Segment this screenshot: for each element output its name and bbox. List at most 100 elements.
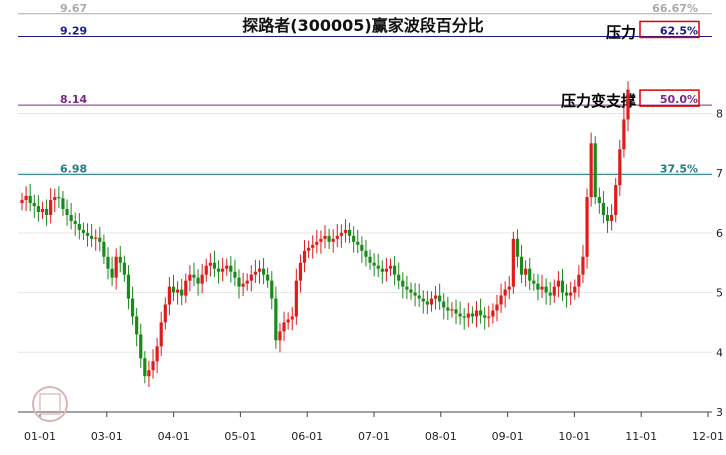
- candlestick-series: [20, 81, 630, 387]
- x-tick-label: 03-01: [91, 430, 123, 443]
- x-tick-label: 05-01: [224, 430, 256, 443]
- candle-body: [167, 286, 172, 305]
- candle-body: [478, 310, 483, 316]
- candle-body: [73, 220, 77, 224]
- watermark-seal-inner: [39, 393, 61, 415]
- candle-body: [327, 235, 331, 242]
- candle-body: [139, 334, 143, 359]
- candle-body: [90, 235, 94, 239]
- candle-body: [433, 295, 438, 299]
- candle-body: [438, 295, 442, 302]
- candle-body: [282, 322, 286, 332]
- candle-body: [544, 286, 548, 293]
- candle-body: [524, 268, 528, 275]
- candle-body: [405, 286, 409, 290]
- x-tick-label: 04-01: [158, 430, 190, 443]
- candle-body: [429, 298, 434, 305]
- candle-body: [470, 313, 475, 317]
- candle-body: [110, 268, 114, 278]
- candle-body: [585, 197, 589, 257]
- level-percent-label: 66.67%: [652, 2, 698, 15]
- candle-body: [32, 203, 36, 207]
- candle-body: [618, 149, 622, 186]
- candle-body: [589, 143, 593, 198]
- candle-body: [184, 280, 188, 296]
- watermark-seal-icon: [32, 386, 68, 422]
- candle-body: [225, 265, 229, 269]
- candle-body: [81, 229, 86, 233]
- level-tag: 压力: [606, 23, 636, 41]
- x-tick-label: 08-01: [425, 430, 457, 443]
- level-price-label: 9.67: [60, 2, 87, 15]
- level-percent-label: 50.0%: [660, 93, 698, 106]
- candle-body: [564, 292, 569, 296]
- candle-body: [270, 280, 274, 299]
- candle-body: [368, 256, 372, 263]
- candle-body: [98, 237, 102, 242]
- candle-body: [28, 195, 32, 204]
- y-tick-label: 5: [716, 287, 723, 300]
- candle-body: [130, 298, 135, 317]
- candle-body: [192, 274, 196, 278]
- candle-body: [221, 268, 225, 272]
- candle-body: [36, 206, 40, 212]
- level-lines: 9.67 66.67% 9.29 62.5% 压力 8.14 50.0% 压力变支撑 6.98 3…: [18, 2, 712, 175]
- candle-body: [577, 274, 581, 287]
- candle-body: [474, 310, 479, 317]
- candle-body: [364, 250, 368, 257]
- chart-title: 探路者(300005)赢家波段百分比: [242, 16, 483, 35]
- candle-body: [605, 214, 610, 221]
- candle-body: [237, 277, 241, 287]
- x-tick-label: 01-01: [24, 430, 56, 443]
- candle-body: [200, 274, 204, 284]
- candle-body: [315, 241, 319, 245]
- candle-body: [122, 262, 126, 275]
- candle-body: [499, 295, 503, 305]
- candle-body: [69, 214, 73, 221]
- candle-body: [65, 209, 69, 215]
- candle-body: [94, 237, 98, 239]
- candle-body: [147, 370, 151, 377]
- level-percent-label: 37.5%: [660, 162, 698, 175]
- candle-body: [53, 197, 57, 201]
- candle-body: [249, 274, 253, 281]
- candle-body: [413, 292, 417, 296]
- candle-body: [597, 197, 601, 204]
- y-tick-label: 7: [716, 167, 723, 180]
- candle-body: [560, 280, 565, 293]
- candle-body: [216, 268, 221, 272]
- candle-body: [548, 292, 552, 296]
- candle-body: [61, 198, 65, 209]
- candle-body: [257, 268, 262, 272]
- candle-body: [352, 235, 356, 242]
- candle-body: [118, 256, 122, 263]
- candle-body: [626, 89, 630, 120]
- candle-body: [372, 262, 376, 266]
- candle-body: [49, 200, 53, 215]
- candle-body: [536, 283, 540, 290]
- candle-body: [208, 262, 212, 266]
- candle-body: [540, 286, 544, 290]
- candle-body: [425, 301, 429, 305]
- candle-body: [614, 185, 618, 215]
- candle-body: [515, 238, 520, 257]
- candle-body: [442, 301, 446, 308]
- candle-body: [229, 265, 233, 272]
- candle-body: [462, 316, 466, 318]
- candle-body: [155, 346, 159, 362]
- candle-body: [286, 319, 290, 323]
- level-price-label: 9.29: [60, 24, 87, 37]
- candle-body: [446, 307, 450, 311]
- candle-body: [294, 280, 298, 317]
- candle-body: [552, 286, 556, 296]
- candle-body: [274, 298, 278, 341]
- candle-body: [151, 361, 155, 371]
- candle-body: [409, 289, 413, 293]
- candle-body: [393, 265, 397, 275]
- candle-body: [466, 313, 470, 318]
- candle-body: [77, 223, 81, 230]
- candle-body: [503, 289, 507, 296]
- candle-body: [483, 315, 487, 318]
- candle-body: [40, 209, 45, 212]
